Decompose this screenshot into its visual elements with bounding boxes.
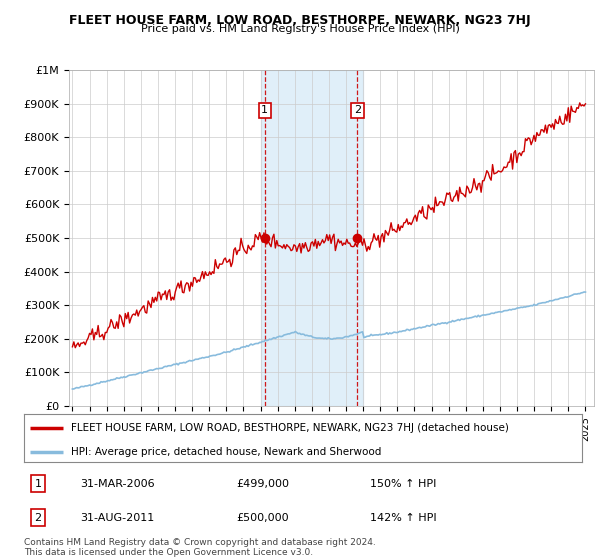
Text: £499,000: £499,000 (236, 479, 289, 488)
Text: 142% ↑ HPI: 142% ↑ HPI (370, 513, 437, 522)
Text: 2: 2 (354, 105, 361, 115)
Text: 2: 2 (34, 513, 41, 522)
Text: Price paid vs. HM Land Registry's House Price Index (HPI): Price paid vs. HM Land Registry's House … (140, 24, 460, 34)
Text: 31-MAR-2006: 31-MAR-2006 (80, 479, 154, 488)
Bar (260, 70, 363, 406)
Text: 1: 1 (262, 105, 268, 115)
Text: 1: 1 (34, 479, 41, 488)
Text: FLEET HOUSE FARM, LOW ROAD, BESTHORPE, NEWARK, NG23 7HJ (detached house): FLEET HOUSE FARM, LOW ROAD, BESTHORPE, N… (71, 423, 509, 433)
Text: Contains HM Land Registry data © Crown copyright and database right 2024.
This d: Contains HM Land Registry data © Crown c… (24, 538, 376, 557)
Text: 150% ↑ HPI: 150% ↑ HPI (370, 479, 436, 488)
Text: FLEET HOUSE FARM, LOW ROAD, BESTHORPE, NEWARK, NG23 7HJ: FLEET HOUSE FARM, LOW ROAD, BESTHORPE, N… (69, 14, 531, 27)
Text: 31-AUG-2011: 31-AUG-2011 (80, 513, 154, 522)
Text: HPI: Average price, detached house, Newark and Sherwood: HPI: Average price, detached house, Newa… (71, 446, 382, 456)
Text: £500,000: £500,000 (236, 513, 289, 522)
